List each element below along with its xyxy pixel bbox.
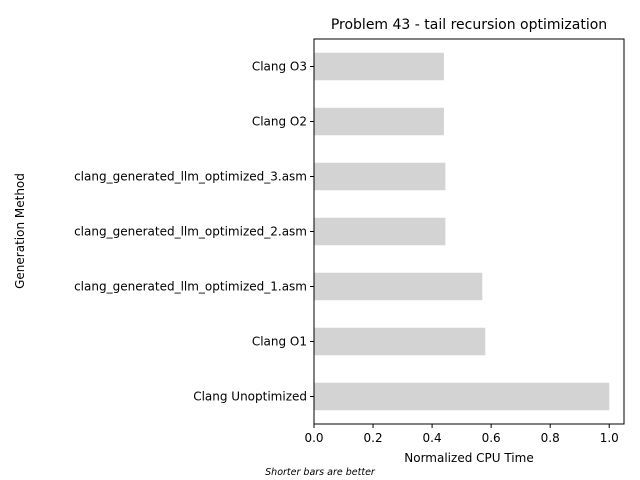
bar: [314, 162, 446, 191]
x-axis-label: Normalized CPU Time: [404, 451, 533, 465]
x-tick-label: 0.6: [482, 431, 501, 445]
x-tick-label: 0.4: [423, 431, 442, 445]
plot-frame: [313, 38, 625, 425]
y-tick-label: clang_generated_llm_optimized_2.asm: [74, 225, 307, 239]
x-tick-label: 1.0: [600, 431, 619, 445]
x-tick-label: 0.2: [364, 431, 383, 445]
x-tick-labels: 0.0 0.2 0.4 0.6 0.8 1.0: [304, 424, 619, 445]
bar: [314, 272, 483, 301]
footnote: Shorter bars are better: [265, 467, 376, 478]
y-tick-label: Clang O2: [252, 115, 307, 129]
chart-title: Problem 43 - tail recursion optimization: [331, 17, 607, 33]
y-axis-label: Generation Method: [13, 173, 27, 289]
bar: [314, 107, 444, 136]
y-tick-label: clang_generated_llm_optimized_3.asm: [74, 170, 307, 184]
y-tick-label: Clang Unoptimized: [193, 390, 307, 404]
y-tick-label: Clang O1: [252, 335, 307, 349]
bar: [314, 382, 610, 411]
y-tick-labels: Clang Unoptimized Clang O1 clang_generated…: [74, 60, 314, 404]
bar: [314, 327, 486, 356]
bar: [314, 52, 444, 81]
y-tick-label: clang_generated_llm_optimized_1.asm: [74, 280, 307, 294]
y-tick-label: Clang O3: [252, 60, 307, 74]
bar: [314, 217, 446, 246]
x-tick-label: 0.8: [541, 431, 560, 445]
x-tick-label: 0.0: [304, 431, 323, 445]
bars-group: [314, 52, 610, 411]
